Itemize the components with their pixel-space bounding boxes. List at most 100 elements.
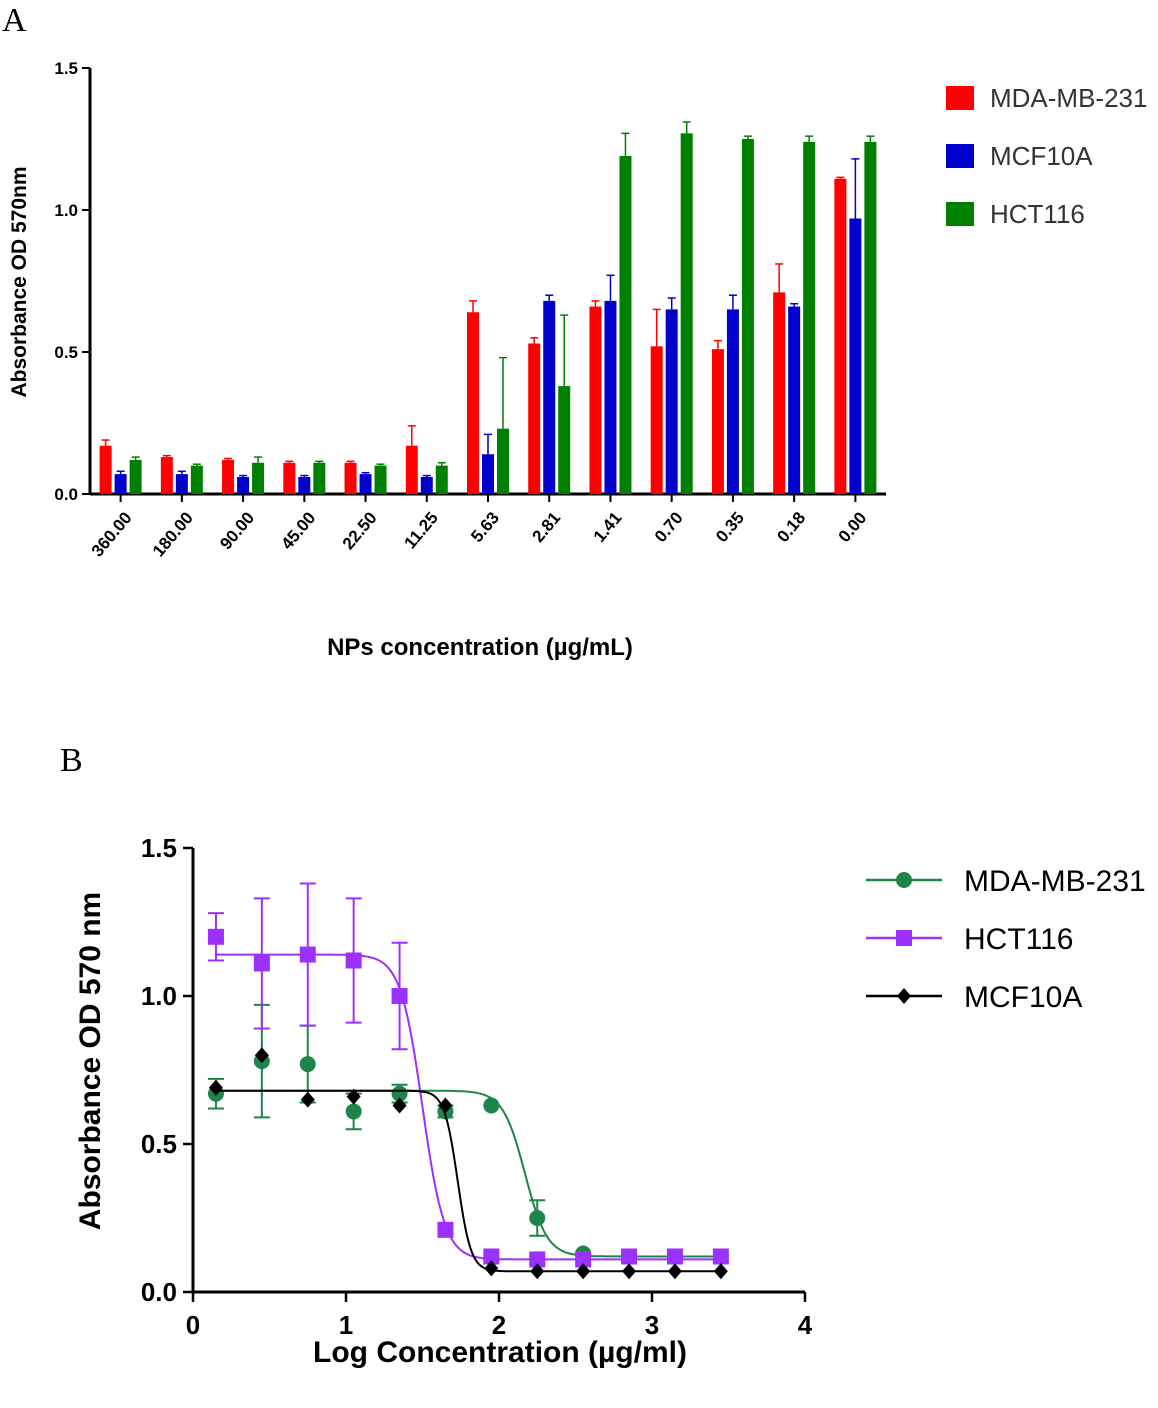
dose-response-series — [207, 882, 729, 1280]
bar — [665, 309, 678, 494]
legend-label: MCF10A — [964, 981, 1082, 1014]
bar — [344, 462, 357, 494]
data-point — [622, 1263, 637, 1280]
bar — [467, 312, 479, 494]
data-point — [667, 1263, 682, 1280]
dose-response-axes: 0.0 0.5 1.0 1.5 0 1 2 3 4 — [141, 833, 813, 1340]
bar — [741, 139, 754, 494]
x-tick-label: 11.25 — [401, 508, 442, 552]
legend-label: HCT116 — [990, 199, 1085, 229]
bar — [420, 476, 433, 494]
data-point — [530, 1263, 545, 1280]
bar — [680, 133, 693, 494]
bar — [237, 476, 250, 494]
data-point — [621, 1248, 638, 1265]
bar — [482, 454, 494, 494]
x-tick-label: 0.18 — [773, 508, 809, 546]
data-point — [713, 1263, 728, 1280]
legend-swatch — [946, 86, 974, 110]
legend-swatch — [946, 144, 974, 168]
bar — [405, 445, 418, 494]
legend-label: MCF10A — [990, 141, 1093, 171]
bar — [283, 462, 296, 494]
data-point — [391, 988, 408, 1004]
bar — [129, 459, 142, 494]
y-tick-label: 1.5 — [141, 833, 177, 863]
x-tick-label: 180.00 — [149, 508, 197, 560]
x-tick-label: 2.81 — [528, 508, 564, 546]
legend-marker — [896, 930, 912, 946]
data-point — [484, 1260, 499, 1277]
y-tick-label: 1.0 — [54, 201, 78, 220]
legend-label: HCT116 — [964, 923, 1073, 956]
bar — [435, 465, 448, 494]
bar-chart-legend: MDA-MB-231 MCF10A HCT116 — [946, 83, 1147, 229]
legend-label: MDA-MB-231 — [964, 865, 1146, 898]
data-point — [391, 1085, 408, 1102]
data-point — [299, 946, 316, 963]
bar — [298, 476, 311, 494]
bar — [252, 462, 265, 494]
legend-label: MDA-MB-231 — [990, 83, 1147, 113]
bar — [558, 386, 571, 494]
bar — [528, 343, 541, 494]
data-point — [345, 1103, 362, 1120]
data-point — [575, 1251, 592, 1268]
bar — [711, 349, 724, 494]
bar — [589, 306, 602, 494]
dose-response-x-axis-title: Log Concentration (µg/ml) — [313, 1336, 687, 1369]
data-point — [529, 1251, 546, 1268]
x-tick-label: 0 — [186, 1310, 200, 1340]
x-tick-label: 0.35 — [712, 508, 748, 546]
fit-curve — [215, 1089, 721, 1273]
y-tick-label: 1.0 — [141, 981, 177, 1011]
bar — [497, 428, 509, 494]
bar — [803, 141, 816, 494]
data-point — [346, 1088, 361, 1105]
bar — [604, 300, 617, 494]
bar — [864, 141, 877, 494]
x-tick-label: 1 — [339, 1310, 353, 1340]
fit-curve — [215, 953, 721, 1261]
x-tick-label: 0.00 — [835, 508, 871, 546]
bar-chart-viability: 0.0 0.5 1.0 1.5 360.00 180.00 90.00 45.00 22.50 1… — [8, 59, 1147, 661]
data-point — [437, 1221, 454, 1238]
bar — [190, 465, 203, 494]
dose-response-legend: MDA-MB-231 HCT116 MCF10A — [866, 865, 1146, 1014]
panel-label-b: B — [60, 742, 83, 779]
panel-label-a: A — [2, 2, 27, 39]
data-point — [300, 1091, 315, 1108]
y-tick-label: 1.5 — [54, 59, 78, 78]
bar — [773, 292, 786, 494]
legend-marker — [897, 988, 911, 1004]
bar — [726, 309, 739, 494]
y-tick-label: 0.5 — [141, 1129, 177, 1159]
bar-chart-x-axis-title: NPs concentration (µg/mL) — [327, 634, 633, 661]
bar — [222, 459, 235, 494]
data-point — [299, 1056, 316, 1073]
data-point — [208, 1079, 223, 1096]
bar — [359, 474, 372, 494]
fit-curve — [215, 1089, 721, 1258]
bar — [788, 306, 801, 494]
data-point — [207, 928, 224, 945]
bar — [650, 346, 663, 494]
data-point — [483, 1248, 500, 1265]
data-point — [253, 955, 270, 972]
legend-swatch — [946, 202, 974, 226]
bar — [175, 474, 188, 494]
data-point — [438, 1097, 453, 1114]
bar-chart-axes — [82, 67, 886, 502]
data-point — [576, 1263, 591, 1280]
bar-chart-y-axis-title: Absorbance OD 570nm — [8, 166, 31, 397]
bar-chart-bars — [99, 121, 877, 495]
dose-response-chart: 0.0 0.5 1.0 1.5 0 1 2 3 4 Log Concentration (µg/… — [74, 833, 1146, 1369]
bar — [114, 474, 127, 494]
x-tick-label: 360.00 — [88, 508, 136, 560]
data-point — [666, 1248, 683, 1265]
y-tick-label: 0.0 — [54, 485, 78, 504]
x-tick-label: 1.41 — [590, 508, 626, 546]
x-tick-label: 0.70 — [651, 508, 687, 546]
y-tick-label: 0.5 — [54, 343, 78, 362]
x-tick-label: 45.00 — [277, 508, 319, 553]
